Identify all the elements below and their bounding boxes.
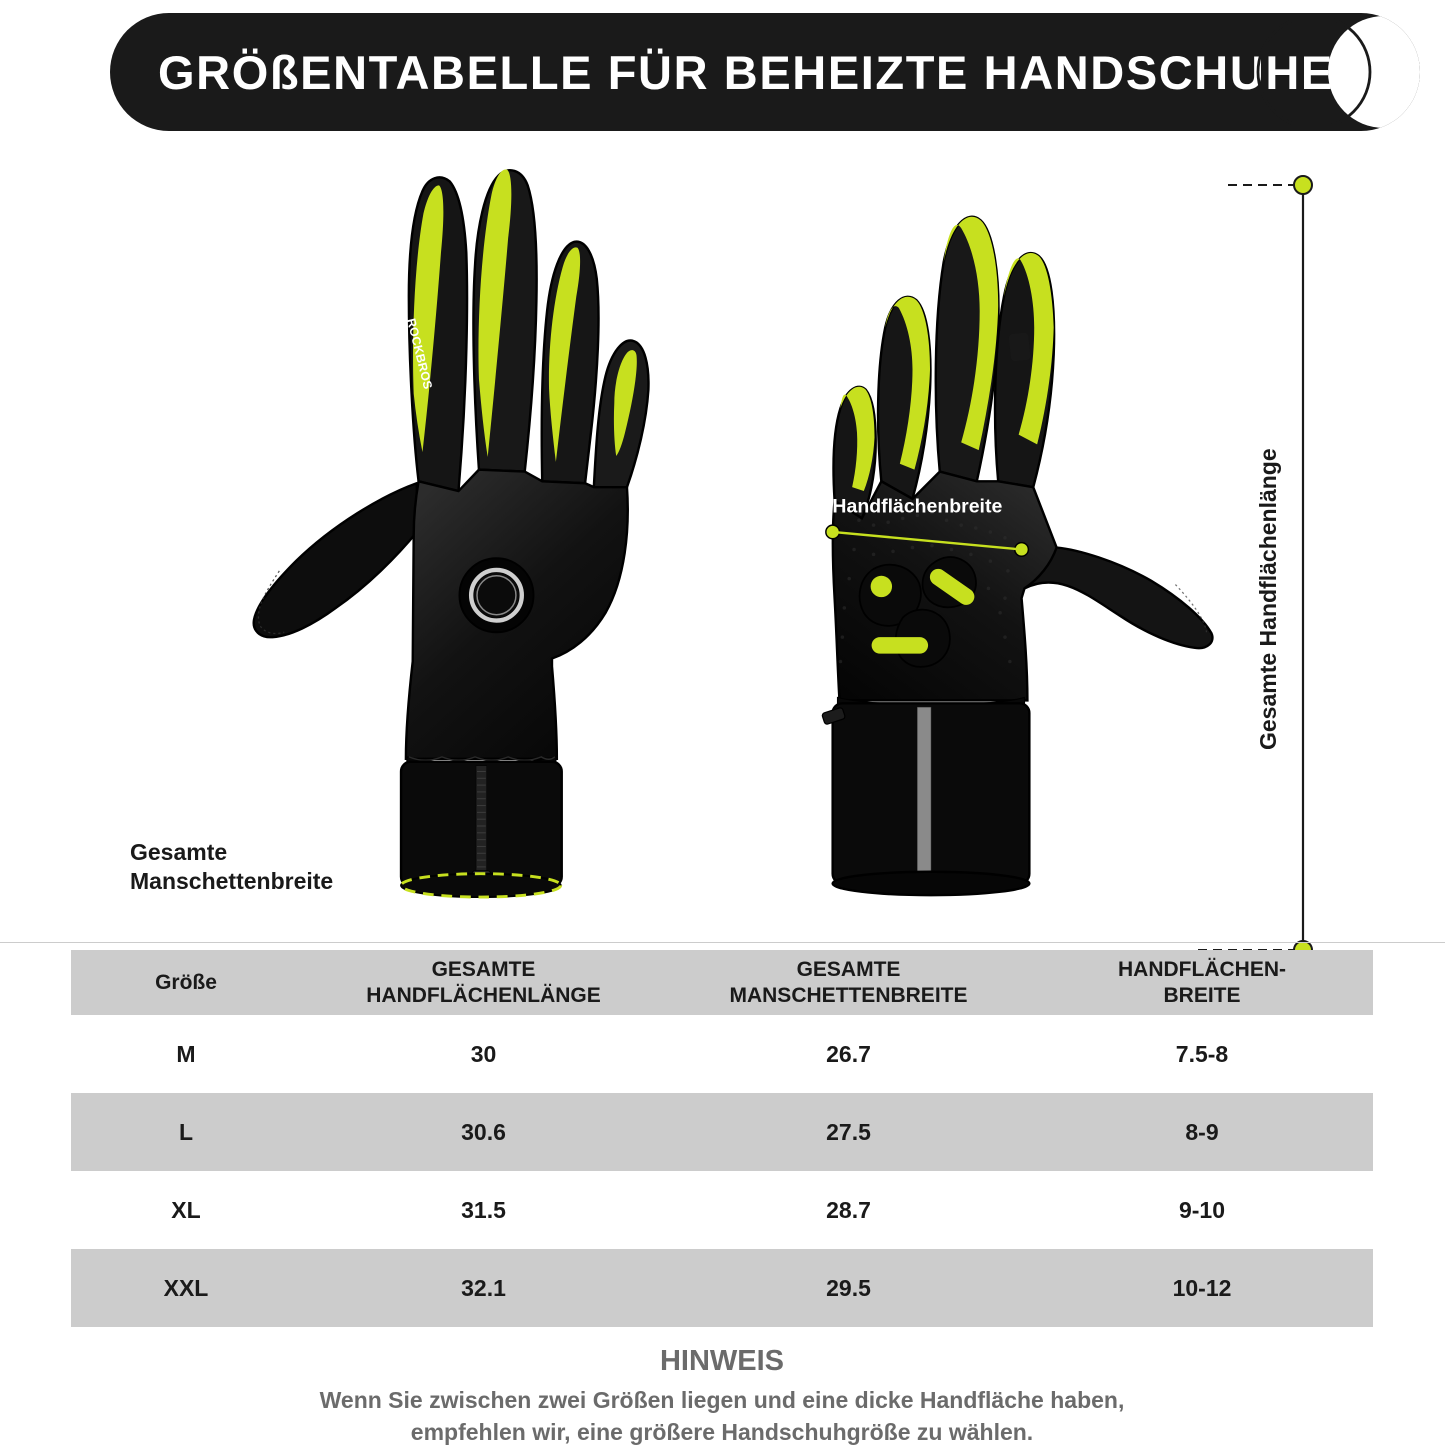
svg-text:Handflächenbreite: Handflächenbreite: [832, 495, 1002, 517]
